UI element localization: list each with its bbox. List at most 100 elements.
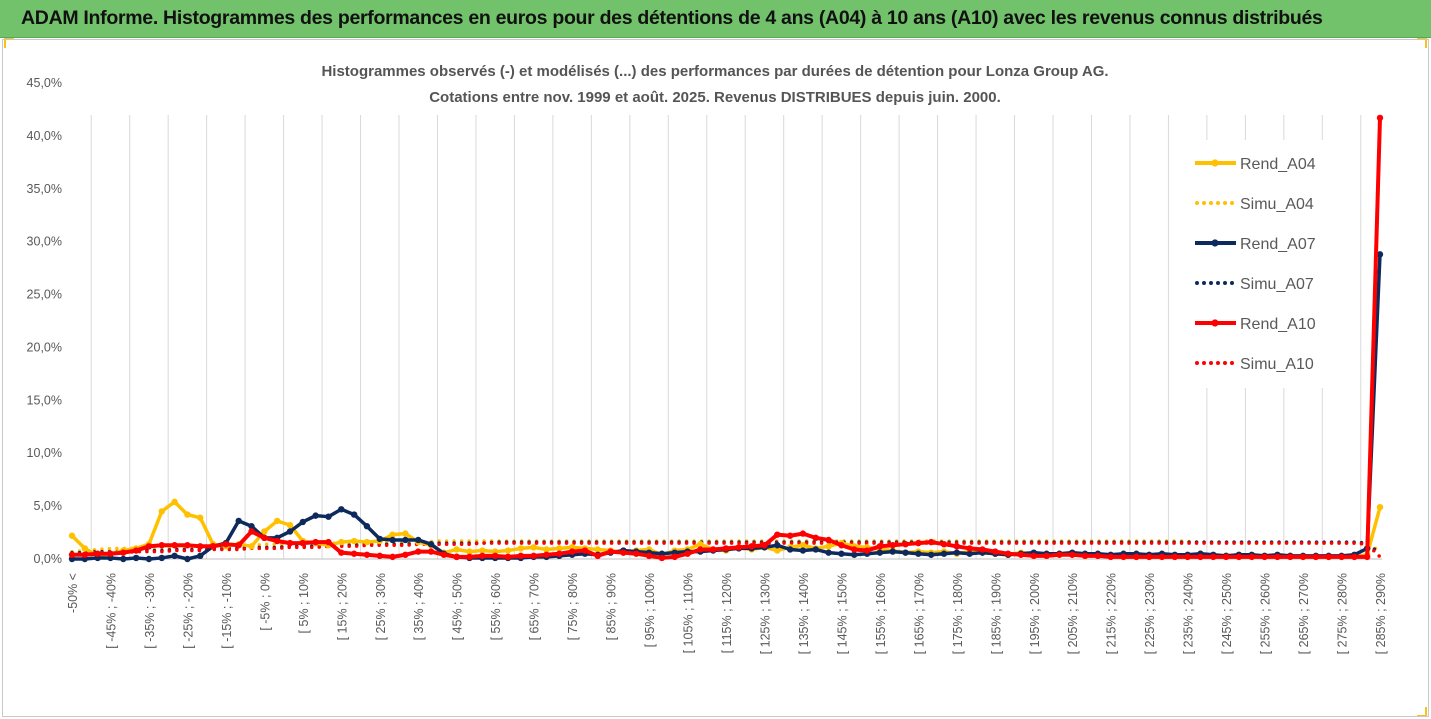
data-point-rend-a07: [902, 549, 909, 556]
data-point-rend-a10: [107, 550, 114, 557]
data-point-rend-a04: [466, 548, 473, 555]
data-point-rend-a07: [1376, 251, 1384, 258]
data-point-rend-a10: [350, 550, 358, 557]
x-tick-label: [ 255% ; 260%: [1259, 573, 1273, 654]
data-point-rend-a10: [504, 553, 512, 561]
y-tick-label: 0,0%: [34, 552, 63, 566]
data-point-rend-a04: [479, 547, 486, 554]
x-tick-label: [ 185% ; 190%: [989, 573, 1003, 654]
data-point-rend-a10: [979, 546, 986, 553]
x-tick-label: [ 265% ; 270%: [1297, 573, 1311, 654]
y-tick-label: 45,0%: [27, 76, 62, 90]
data-point-rend-a07: [171, 552, 178, 560]
y-tick-label: 40,0%: [27, 129, 62, 143]
legend: Rend_A04 Simu_A04 Rend_A07 Simu_A07 Rend_A10…: [1178, 140, 1358, 388]
data-point-rend-a10: [363, 551, 371, 558]
legend-label-simu-a07: Simu_A07: [1240, 276, 1314, 293]
data-point-rend-a10: [1171, 553, 1179, 561]
data-point-rend-a07: [184, 555, 191, 563]
data-point-rend-a04: [504, 547, 512, 554]
data-point-rend-a04: [594, 546, 601, 553]
data-point-rend-a10: [81, 551, 89, 558]
data-point-rend-a10: [953, 543, 961, 550]
data-point-rend-a04: [286, 521, 294, 529]
x-tick-label: [ 5% ; 10%: [297, 573, 311, 633]
data-point-rend-a07: [927, 551, 935, 558]
data-point-rend-a04: [363, 538, 371, 546]
report-banner: ADAM Informe. Histogrammes des performan…: [0, 0, 1431, 38]
data-point-rend-a07: [915, 550, 922, 557]
data-point-rend-a10: [633, 550, 640, 557]
data-point-rend-a07: [299, 518, 307, 526]
data-point-rend-a10: [1056, 551, 1063, 558]
x-tick-label: [ 95% ; 100%: [643, 573, 657, 647]
data-point-rend-a10: [466, 553, 473, 561]
data-point-rend-a10: [658, 554, 666, 562]
data-point-rend-a10: [761, 542, 768, 549]
x-tick-label: [ 285% ; 290%: [1374, 573, 1388, 654]
data-point-rend-a04: [68, 532, 76, 539]
data-point-rend-a04: [1376, 503, 1384, 511]
x-tick-label: [ -15% ; -10%: [220, 573, 234, 649]
data-point-rend-a10: [94, 550, 101, 557]
legend-marker-rend-a10: [1211, 319, 1219, 327]
data-point-rend-a10: [158, 542, 165, 549]
data-point-rend-a07: [851, 551, 858, 558]
x-tick-label: [ 15% ; 20%: [335, 573, 349, 640]
data-point-rend-a04: [197, 514, 204, 521]
data-point-rend-a10: [299, 539, 307, 547]
y-tick-label: 15,0%: [27, 393, 62, 407]
data-point-rend-a04: [543, 546, 550, 553]
x-tick-label: [ 45% ; 50%: [451, 573, 465, 640]
data-point-rend-a10: [902, 540, 909, 548]
data-point-rend-a10: [530, 552, 537, 560]
data-point-rend-a04: [517, 545, 525, 552]
data-point-rend-a07: [427, 540, 435, 548]
data-point-rend-a10: [338, 549, 345, 556]
x-tick-label: [ 125% ; 130%: [758, 573, 772, 654]
data-point-rend-a10: [440, 551, 448, 558]
chart-title-line-1: Histogrammes observés (-) et modélisés (…: [321, 63, 1108, 80]
data-point-rend-a10: [1274, 553, 1281, 561]
x-tick-label: [ 85% ; 90%: [605, 573, 619, 640]
y-tick-label: 25,0%: [27, 288, 62, 302]
data-point-rend-a10: [376, 552, 383, 560]
data-point-rend-a10: [222, 540, 230, 548]
data-point-rend-a07: [889, 548, 896, 555]
data-point-rend-a10: [1030, 552, 1037, 560]
data-point-rend-a07: [235, 517, 242, 525]
data-point-rend-a10: [735, 544, 743, 551]
data-point-rend-a10: [261, 534, 268, 542]
data-point-rend-a07: [812, 546, 819, 553]
data-point-rend-a10: [1017, 551, 1025, 558]
data-point-rend-a10: [209, 543, 217, 550]
x-tick-label: [ 275% ; 280%: [1336, 573, 1350, 654]
data-point-rend-a10: [1081, 552, 1089, 560]
data-point-rend-a07: [312, 512, 319, 519]
data-point-rend-a10: [1235, 553, 1243, 561]
x-tick-label: [ 195% ; 200%: [1028, 573, 1042, 654]
data-point-rend-a10: [620, 549, 627, 556]
data-point-rend-a10: [1261, 553, 1268, 561]
data-point-rend-a04: [697, 540, 704, 548]
chart-title-line-2: Cotations entre nov. 1999 et août. 2025.…: [429, 89, 1001, 106]
data-point-rend-a07: [953, 549, 961, 556]
data-point-rend-a10: [594, 552, 601, 560]
data-point-rend-a10: [120, 549, 127, 556]
data-point-rend-a07: [838, 550, 845, 557]
x-tick-label: [ -5% ; 0%: [258, 573, 272, 631]
data-point-rend-a04: [389, 531, 396, 538]
data-point-rend-a10: [427, 548, 435, 555]
data-point-rend-a10: [517, 552, 525, 560]
data-point-rend-a10: [992, 548, 999, 555]
x-tick-label: [ 115% ; 120%: [720, 573, 734, 653]
data-point-rend-a04: [171, 498, 178, 506]
data-point-rend-a10: [851, 546, 858, 553]
x-tick-label: [ 225% ; 230%: [1143, 573, 1157, 654]
data-point-rend-a07: [197, 552, 204, 560]
data-point-rend-a10: [966, 545, 973, 552]
x-tick-label: [ -45% ; -40%: [104, 573, 118, 649]
series-line-simu-a10: [70, 541, 1382, 559]
data-point-rend-a10: [184, 542, 191, 549]
